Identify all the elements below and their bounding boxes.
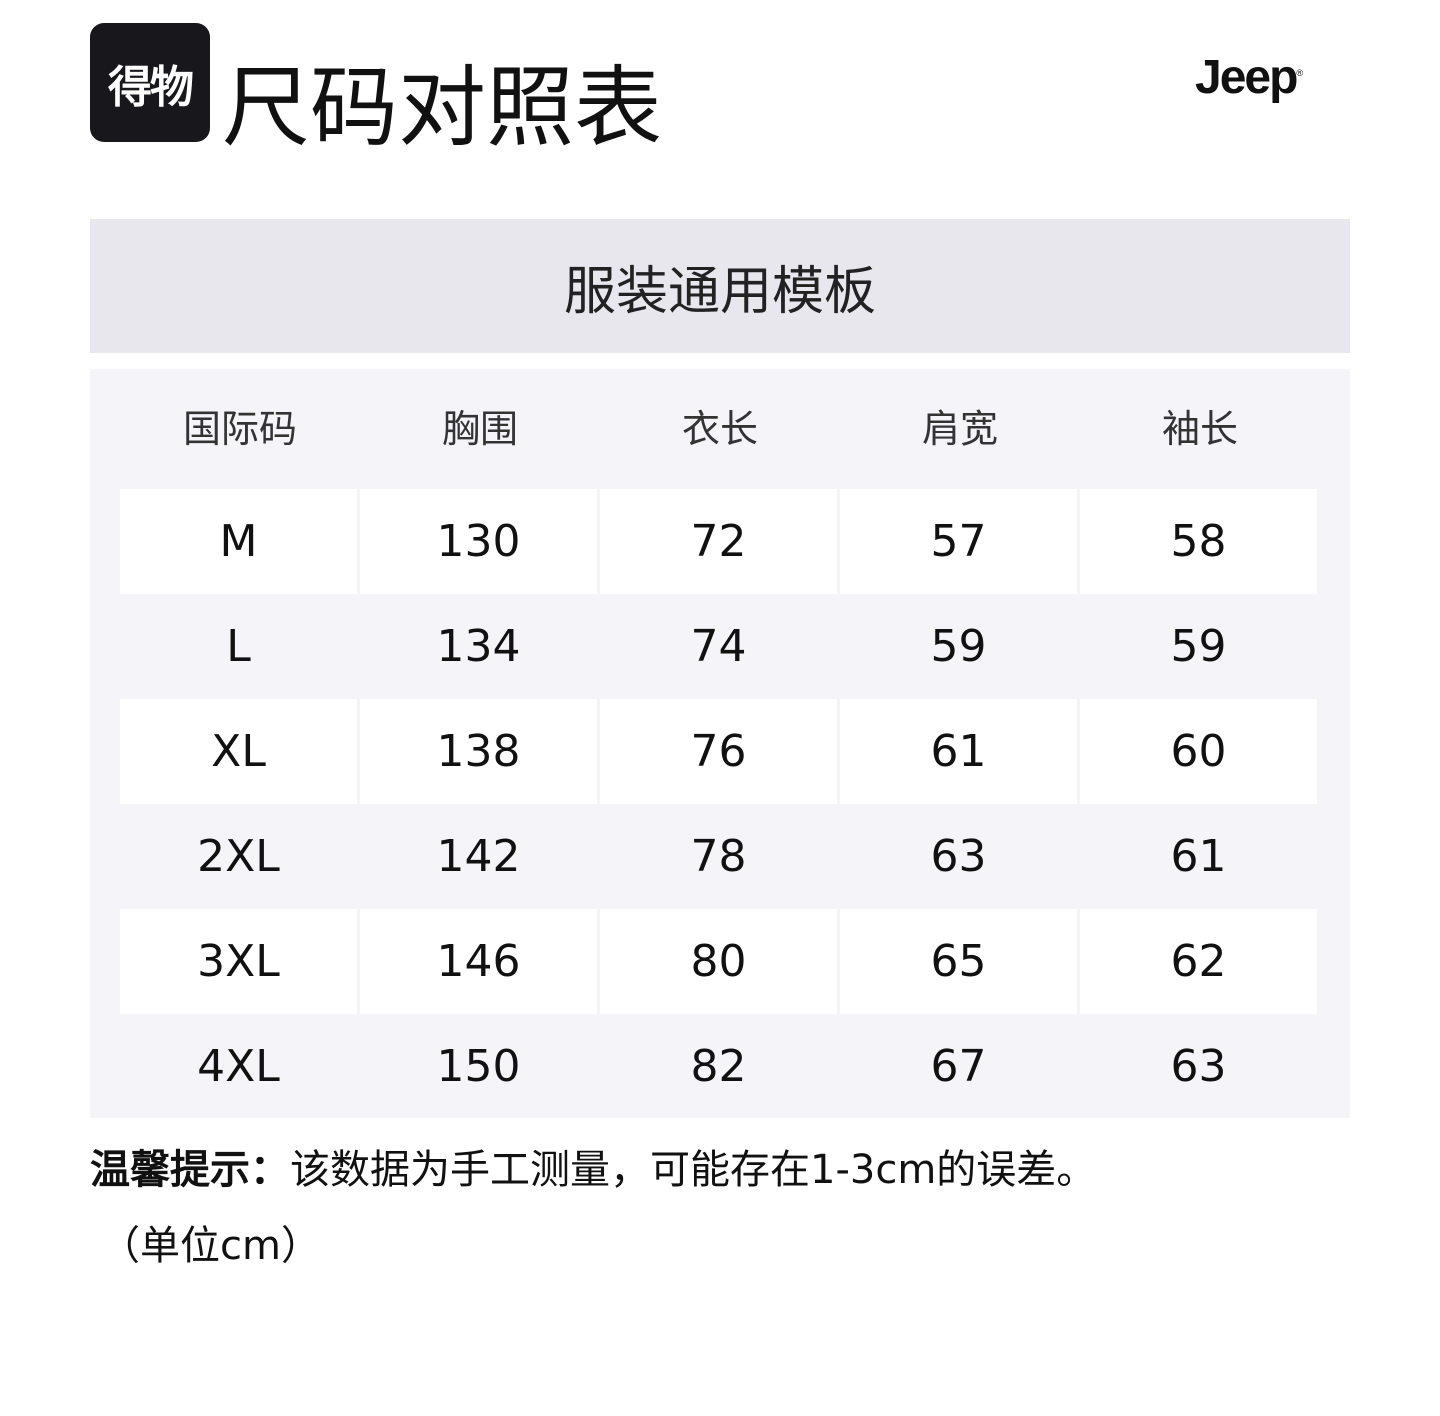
table-row: M 130 72 57 58 xyxy=(120,489,1320,594)
table-cell: 2XL xyxy=(197,831,280,882)
table-row: 2XL 142 78 63 61 xyxy=(120,804,1320,909)
table-cell: 150 xyxy=(436,1041,521,1092)
table-cell: 61 xyxy=(840,699,1077,804)
jeep-logo-text: Jeep xyxy=(1195,51,1298,104)
unit-note: （单位cm） xyxy=(100,1223,321,1269)
table-cell: 80 xyxy=(600,909,837,1014)
tip-text: 该数据为手工测量，可能存在1-3cm的误差。 xyxy=(290,1147,1097,1193)
table-cell: 138 xyxy=(360,699,597,804)
table-cell: 67 xyxy=(930,1041,987,1092)
table-cell: M xyxy=(120,489,357,594)
table-cell: 3XL xyxy=(120,909,357,1014)
section-title: 服装通用模板 xyxy=(90,219,1350,353)
table-row: 4XL 150 82 67 63 xyxy=(120,1014,1320,1119)
table-cell: 65 xyxy=(840,909,1077,1014)
table-cell: 72 xyxy=(600,489,837,594)
page-title: 尺码对照表 xyxy=(222,56,663,159)
table-cell: 61 xyxy=(1170,831,1227,882)
table-cell: 74 xyxy=(690,621,747,672)
table-cell: L xyxy=(226,621,251,672)
column-header: 肩宽 xyxy=(921,407,998,451)
table-cell: 58 xyxy=(1080,489,1317,594)
table-cell: 59 xyxy=(930,621,987,672)
table-cell: 60 xyxy=(1080,699,1317,804)
jeep-logo: Jeep® xyxy=(1195,51,1303,104)
table-row: XL 138 76 61 60 xyxy=(120,699,1320,804)
size-table: 国际码 胸围 衣长 肩宽 袖长 M 130 72 57 58 L 134 74 59 59 XL 13… xyxy=(90,369,1350,1118)
table-cell: 146 xyxy=(360,909,597,1014)
table-cell: 76 xyxy=(600,699,837,804)
table-cell: 63 xyxy=(930,831,987,882)
column-header: 国际码 xyxy=(182,407,297,451)
column-header: 衣长 xyxy=(681,407,758,451)
table-cell: 57 xyxy=(840,489,1077,594)
column-header: 袖长 xyxy=(1161,407,1238,451)
table-cell: 82 xyxy=(690,1041,747,1092)
table-cell: 134 xyxy=(436,621,521,672)
dewu-logo: 得物 xyxy=(90,23,210,142)
table-header: 国际码 胸围 衣长 肩宽 袖长 xyxy=(120,369,1320,489)
table-cell: 130 xyxy=(360,489,597,594)
tip-label: 温馨提示： xyxy=(90,1147,290,1193)
table-cell: 142 xyxy=(436,831,521,882)
column-header: 胸围 xyxy=(441,407,518,451)
table-row: 3XL 146 80 65 62 xyxy=(120,909,1320,1014)
table-cell: 78 xyxy=(690,831,747,882)
tip-note: 温馨提示：该数据为手工测量，可能存在1-3cm的误差。 xyxy=(90,1140,1096,1200)
table-cell: XL xyxy=(120,699,357,804)
table-cell: 63 xyxy=(1170,1041,1227,1092)
table-row: L 134 74 59 59 xyxy=(120,594,1320,699)
table-cell: 4XL xyxy=(197,1041,280,1092)
table-cell: 59 xyxy=(1170,621,1227,672)
table-cell: 62 xyxy=(1080,909,1317,1014)
